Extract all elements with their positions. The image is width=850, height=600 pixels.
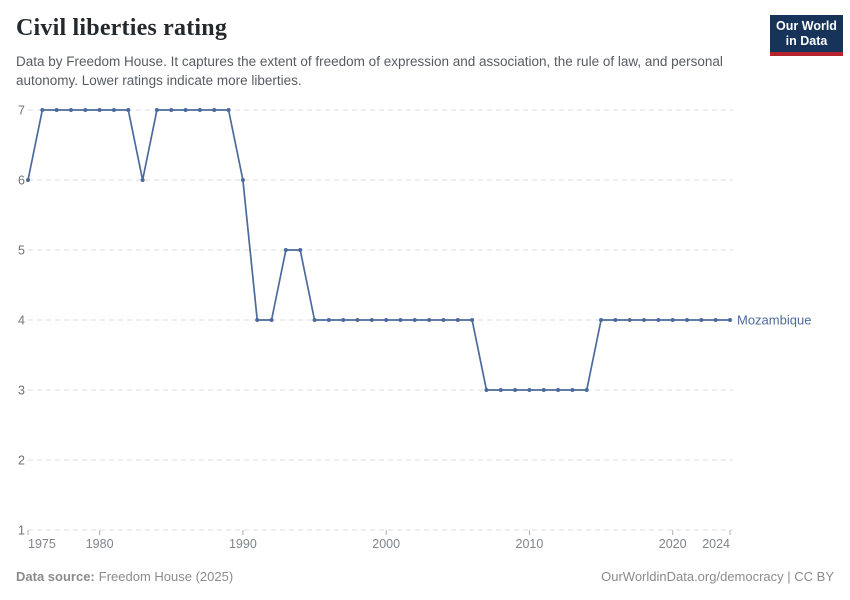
data-point [384, 318, 389, 322]
page-title: Civil liberties rating [16, 15, 228, 41]
data-point [513, 388, 518, 392]
attribution-link[interactable]: OurWorldinData.org/democracy | CC BY [601, 569, 834, 584]
data-point [169, 108, 174, 112]
data-point [556, 388, 561, 392]
data-point [154, 108, 159, 112]
data-point [83, 108, 88, 112]
data-point [326, 318, 331, 322]
data-point [728, 318, 732, 322]
data-point [427, 318, 432, 322]
data-point [599, 318, 604, 322]
data-point [197, 108, 202, 112]
data-point [541, 388, 546, 392]
y-tick-label: 3 [18, 384, 25, 398]
y-tick-label: 7 [18, 104, 25, 118]
data-point [613, 318, 618, 322]
data-point [54, 108, 59, 112]
y-tick-label: 4 [18, 314, 25, 328]
data-point [68, 108, 73, 112]
x-tick-label: 2020 [659, 537, 687, 551]
data-line [27, 109, 730, 391]
chart-footer: Data source: Freedom House (2025) OurWorl… [16, 568, 834, 586]
y-tick-label: 5 [18, 244, 25, 258]
owid-logo-line1: Our World [776, 19, 837, 33]
owid-logo-line2: in Data [785, 34, 828, 48]
data-point [484, 388, 489, 392]
data-point [670, 318, 675, 322]
x-tick-label: 2000 [372, 537, 400, 551]
data-point [369, 318, 374, 322]
data-point [40, 108, 45, 112]
data-point [312, 318, 317, 322]
x-tick-label: 2024 [702, 537, 730, 551]
data-point [226, 108, 231, 112]
series-end-label: Mozambique [737, 313, 811, 328]
data-source-label: Data source: [16, 569, 95, 584]
data-point [642, 318, 647, 322]
data-point [527, 388, 532, 392]
data-point [255, 318, 260, 322]
owid-logo[interactable]: Our World in Data [770, 15, 843, 56]
x-tick-label: 2010 [516, 537, 544, 551]
data-point [627, 318, 632, 322]
data-point [412, 318, 417, 322]
data-point [713, 318, 718, 322]
data-point [140, 178, 145, 182]
data-point [298, 248, 303, 252]
data-point [283, 248, 288, 252]
data-point [570, 388, 575, 392]
x-tick-label: 1980 [86, 537, 114, 551]
data-point [240, 178, 245, 182]
data-source-value: Freedom House (2025) [98, 569, 234, 584]
data-point [212, 108, 217, 112]
y-tick-label: 1 [18, 524, 25, 538]
data-point [470, 318, 475, 322]
line-chart: 1 2 3 4 5 6 7 1975 1980 1990 2000 2010 2020 2024 Mozam… [18, 104, 811, 552]
data-point [355, 318, 360, 322]
x-tick-label: 1990 [229, 537, 257, 551]
y-tick-label: 2 [18, 454, 25, 468]
data-point [584, 388, 589, 392]
data-point [455, 318, 460, 322]
data-point [126, 108, 131, 112]
data-point [685, 318, 690, 322]
data-point [341, 318, 346, 322]
data-point [111, 108, 116, 112]
data-source: Data source: Freedom House (2025) [16, 568, 233, 586]
data-point [26, 178, 30, 182]
data-point [183, 108, 188, 112]
data-point [441, 318, 446, 322]
data-point [656, 318, 661, 322]
data-point [269, 318, 274, 322]
x-tick-label: 1975 [28, 537, 56, 551]
data-point [699, 318, 704, 322]
data-point [97, 108, 102, 112]
y-tick-label: 6 [18, 174, 25, 188]
data-point [398, 318, 403, 322]
data-point [498, 388, 503, 392]
chart-subtitle: Data by Freedom House. It captures the e… [16, 54, 723, 88]
